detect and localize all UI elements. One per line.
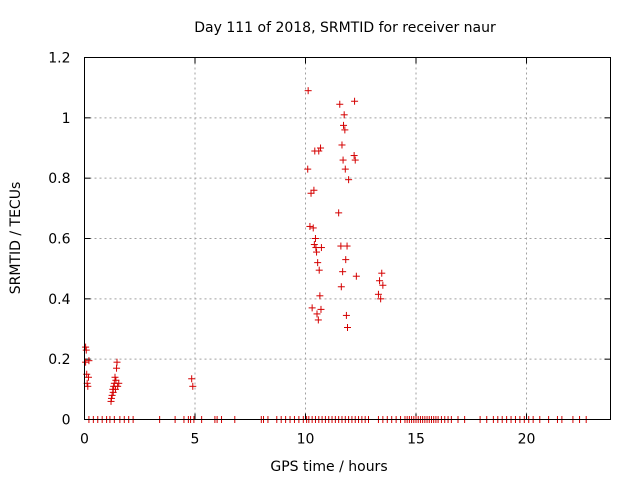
data-point [342,256,350,264]
grid-lines [84,57,611,420]
data-point [304,87,312,95]
data-point [338,141,346,149]
data-point [82,358,90,366]
data-point [341,126,349,134]
data-point [340,111,348,119]
data-point [310,241,318,249]
data-point [314,259,322,267]
data-point [111,373,119,381]
data-point [113,358,121,366]
y-tick-label: 0 [62,413,71,429]
data-point [336,100,344,108]
data-point [308,304,316,312]
data-point [311,235,319,242]
data-points [82,87,590,423]
x-tick-label: 5 [191,432,200,448]
data-point [339,268,347,276]
data-point [351,97,359,105]
data-point [335,209,343,217]
data-point [84,382,92,390]
data-point [341,165,349,173]
data-point [313,248,321,256]
x-axis-label: GPS time / hours [270,459,387,475]
y-tick-label: 0.6 [48,232,70,248]
data-point [337,283,345,291]
y-axis-label: SRMTID / TECUs [8,182,24,295]
data-point [317,305,325,313]
data-point [351,156,359,164]
data-point [342,311,350,319]
data-point [317,144,325,152]
chart-title: Day 111 of 2018, SRMTID for receiver nau… [194,20,496,36]
data-point [112,376,120,384]
axis-ticks: 0 0.2 0.4 0.6 0.8 1 1.2 0 5 10 15 20 [48,51,611,448]
x-tick-label: 0 [80,432,89,448]
x-tick-label: 10 [297,432,315,448]
data-point [379,281,387,289]
y-tick-label: 0.2 [48,352,70,368]
data-point [115,379,123,387]
data-point [304,165,312,173]
data-point [378,269,386,277]
data-point [315,147,323,155]
data-point [310,186,318,194]
data-point [315,266,323,274]
data-point [350,152,358,160]
data-point [85,357,93,365]
data-point [82,343,90,351]
data-point [377,295,385,303]
data-point [352,272,360,280]
y-tick-label: 0.4 [48,292,70,308]
data-point [339,156,347,164]
data-point [113,364,121,372]
plot-frame [84,57,611,420]
y-tick-label: 1.2 [48,51,70,67]
data-point [345,176,353,184]
data-point [343,242,351,250]
y-tick-label: 1 [62,111,71,127]
data-point [84,373,92,381]
data-point [374,290,382,298]
data-point [188,375,196,383]
data-point [108,391,116,399]
data-point [340,121,348,129]
data-point [306,222,314,230]
data-point [189,382,197,390]
data-point [309,224,317,232]
data-point [314,316,322,324]
data-point [317,244,325,252]
data-point [344,323,351,331]
data-point [82,346,90,354]
data-point [376,277,384,285]
data-point [107,394,115,402]
y-tick-label: 0.8 [48,171,70,187]
x-tick-label: 15 [407,432,425,448]
data-point [337,242,345,250]
data-point [307,189,315,197]
data-point [313,310,321,318]
x-tick-label: 20 [518,432,536,448]
data-point [114,382,122,390]
data-point [316,292,324,300]
